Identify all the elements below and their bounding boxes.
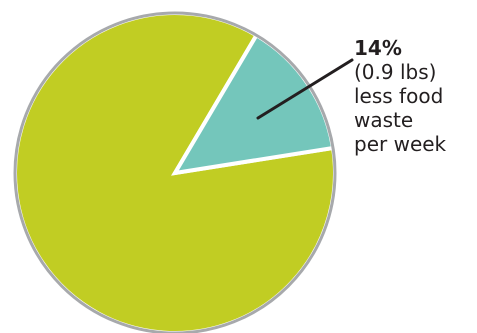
slice-annotation: 14% (0.9 lbs) less food waste per week (354, 36, 446, 156)
annotation-percent: 14% (354, 36, 402, 60)
pie-slices (13, 11, 337, 333)
pie-outline (13, 11, 337, 333)
annotation-line-2: less food (354, 84, 444, 108)
annotation-line-3: waste (354, 108, 414, 132)
annotation-leader-line (256, 58, 354, 120)
annotation-line-1: (0.9 lbs) (354, 60, 437, 84)
annotation-line-4: per week (354, 132, 447, 156)
